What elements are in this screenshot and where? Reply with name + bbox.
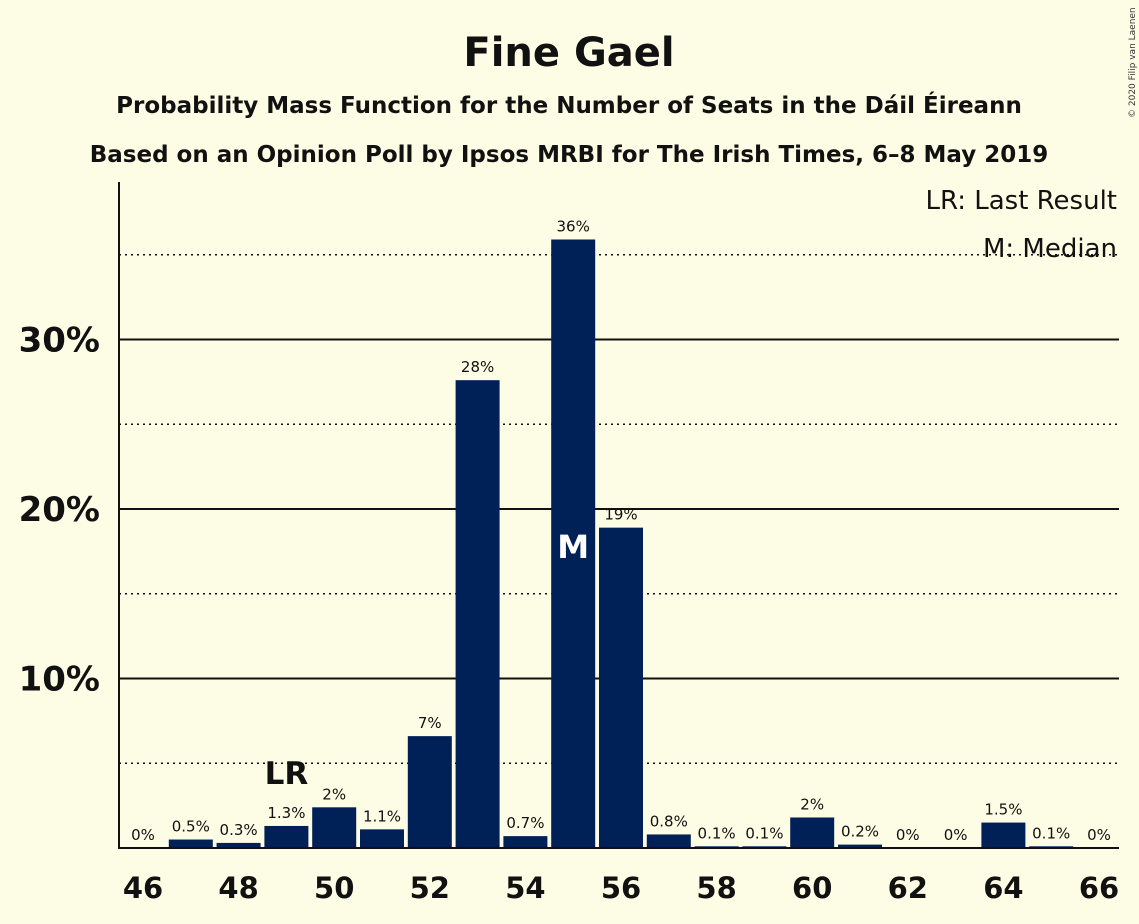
data-label: 2%: [800, 795, 824, 813]
data-label: 0.7%: [506, 814, 544, 832]
x-tick-label: 64: [983, 871, 1023, 905]
data-label: 0%: [944, 826, 968, 844]
bar-series: [168, 239, 1074, 848]
x-tick-label: 56: [601, 871, 641, 905]
chart-title: Fine Gael: [463, 30, 674, 76]
y-tick-label: 20%: [19, 490, 100, 530]
data-labels: 0% 0.5% 0.3% 1.3% 2% 1.1% 7% 28% 0.7% 36% 19% 0.8% 0…: [131, 217, 1111, 844]
data-label: 0.2%: [841, 823, 879, 841]
data-label: 7%: [418, 714, 442, 732]
y-axis-ticks: 10% 20% 30%: [19, 321, 100, 700]
y-tick-label: 10%: [19, 660, 100, 700]
data-label: 28%: [461, 358, 494, 376]
data-label: 0.1%: [698, 824, 736, 842]
data-label: 1.1%: [363, 807, 401, 825]
bar: [264, 825, 309, 848]
x-tick-label: 48: [218, 871, 258, 905]
data-label: 19%: [604, 506, 637, 524]
x-tick-label: 50: [314, 871, 354, 905]
x-tick-label: 52: [410, 871, 450, 905]
legend-last-result: LR: Last Result: [925, 186, 1117, 216]
data-label: 0.8%: [650, 812, 688, 830]
data-label: 0.3%: [220, 821, 258, 839]
last-result-marker: LR: [265, 756, 309, 792]
bar: [646, 834, 691, 848]
x-axis-ticks: 46 48 50 52 54 56 58 60 62 64 66: [123, 871, 1119, 905]
data-label: 0.5%: [172, 818, 210, 836]
bar: [168, 839, 213, 848]
bar: [838, 844, 882, 848]
data-label: 1.5%: [984, 801, 1022, 819]
bar: [312, 807, 357, 848]
data-label: 0.1%: [1032, 824, 1070, 842]
bar: [360, 829, 404, 848]
data-label: 0%: [1087, 826, 1111, 844]
data-label: 36%: [557, 217, 590, 235]
x-tick-label: 58: [696, 871, 736, 905]
bar: [599, 527, 643, 848]
x-tick-label: 54: [505, 871, 545, 905]
chart-subtitle-1: Probability Mass Function for the Number…: [116, 91, 1022, 119]
bar: [790, 817, 835, 848]
y-tick-label: 30%: [19, 321, 100, 361]
bar: [981, 822, 1026, 848]
x-tick-label: 62: [888, 871, 928, 905]
legend-median: M: Median: [983, 234, 1117, 264]
data-label: 0.1%: [745, 824, 783, 842]
data-label: 0%: [896, 826, 920, 844]
bar: [455, 380, 500, 848]
data-label: 1.3%: [267, 804, 305, 822]
bar: [503, 836, 548, 848]
median-marker: M: [557, 528, 589, 566]
x-tick-label: 66: [1079, 871, 1119, 905]
copyright-notice: © 2020 Filip van Laenen: [1128, 7, 1138, 118]
bar: [551, 239, 596, 848]
x-tick-label: 46: [123, 871, 163, 905]
chart-subtitle-2: Based on an Opinion Poll by Ipsos MRBI f…: [90, 142, 1049, 168]
data-label: 2%: [322, 785, 346, 803]
bar: [407, 736, 452, 848]
x-tick-label: 60: [792, 871, 832, 905]
bar: [216, 842, 261, 848]
data-label: 0%: [131, 826, 155, 844]
